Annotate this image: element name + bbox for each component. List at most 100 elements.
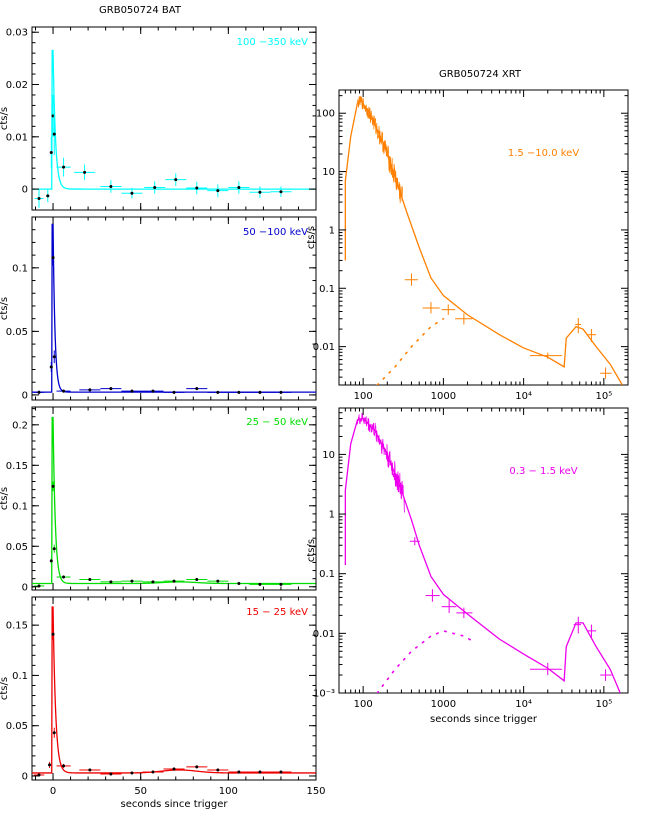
panel-5: 10⁻³ 0.01 0.1 1 10 100 1000 10⁴ 10⁵ cts/s seconds … (306, 407, 629, 725)
model-curve (344, 100, 623, 385)
y-tick-label: 0.15 (6, 621, 28, 632)
plot-area (32, 223, 316, 395)
data-point (216, 768, 220, 772)
data-point (37, 390, 41, 394)
y-axis-title: cts/s (0, 677, 10, 700)
model-curve (32, 49, 316, 190)
y-axis-title: cts/s (0, 487, 10, 510)
x-tick-label: 1000 (431, 391, 456, 402)
y-tick-label: 0.03 (6, 28, 28, 39)
dotted-component (376, 317, 445, 385)
model-curve (32, 223, 316, 393)
y-tick-label: 0.15 (6, 461, 28, 472)
data-point (172, 579, 176, 583)
data-point (195, 186, 199, 190)
y-tick-label: 0 (22, 390, 28, 401)
data-point (62, 764, 66, 768)
y-tick-label: 0.02 (6, 80, 28, 91)
data-point (88, 577, 92, 581)
wt-data-band (357, 412, 406, 513)
x-tick-label: 10⁴ (515, 391, 532, 402)
y-tick-label: 0 (22, 185, 28, 196)
panel-4: 0.01 0.1 1 10 100 100 1000 10⁴ 10⁵ cts/s 1.5 −10.0… (306, 89, 629, 402)
x-tick-label: 100 (354, 699, 373, 710)
data-point (237, 390, 241, 394)
data-point (258, 190, 262, 194)
y-tick-label: 0.01 (313, 342, 335, 353)
data-point (237, 770, 241, 774)
x-axis-title: seconds since trigger (121, 799, 229, 810)
plot-frame (31, 596, 317, 781)
data-point (151, 770, 155, 774)
x-tick-label: 1000 (431, 699, 456, 710)
band-label: 0.3 − 1.5 keV (509, 466, 577, 477)
data-point (49, 150, 53, 154)
x-tick-label: 100 (219, 786, 238, 797)
data-point (195, 387, 199, 391)
plot-area (32, 416, 316, 588)
data-point (279, 390, 283, 394)
xrt-title: GRB050724 XRT (439, 69, 522, 80)
data-point (109, 580, 113, 584)
data-point (279, 190, 283, 194)
band-label: 25 − 50 keV (246, 417, 308, 428)
y-tick-label: 0.1 (12, 671, 28, 682)
plot-area (32, 606, 316, 777)
data-point (51, 632, 55, 636)
x-tick-label: 0 (50, 786, 56, 797)
data-point (172, 767, 176, 771)
y-tick-label: 0.1 (12, 263, 28, 274)
plot-frame (31, 216, 317, 401)
dotted-component (376, 630, 477, 693)
data-point (62, 575, 66, 579)
data-point (174, 178, 178, 182)
plot-area (344, 95, 623, 385)
bat-title: GRB050724 BAT (99, 5, 182, 16)
data-point (258, 390, 262, 394)
data-point (216, 390, 220, 394)
y-tick-label: 0 (22, 582, 28, 593)
data-point (49, 365, 53, 369)
y-tick-label: 10⁻³ (313, 689, 335, 700)
data-point (279, 770, 283, 774)
data-point (52, 132, 56, 136)
data-point (109, 184, 113, 188)
panel-2: 0 0.05 0.1 0.15 0.2 cts/s 25 − 50 keV (0, 406, 317, 593)
data-point (51, 484, 55, 488)
plot-frame (338, 89, 629, 386)
plot-frame (31, 406, 317, 591)
y-axis-title: cts/s (306, 539, 317, 562)
x-axis-title: seconds since trigger (430, 714, 538, 725)
data-point (153, 186, 157, 190)
data-point (37, 196, 41, 200)
y-axis-title: cts/s (306, 226, 317, 249)
x-tick-label: 10⁴ (515, 699, 532, 710)
model-curve (344, 417, 621, 693)
plot-area (32, 49, 316, 208)
plot-area (344, 412, 621, 693)
plot-frame (338, 407, 629, 694)
data-point (172, 390, 176, 394)
y-tick-label: 0.05 (6, 721, 28, 732)
y-axis-title: cts/s (0, 297, 10, 320)
y-tick-label: 1 (329, 510, 335, 521)
data-point (195, 765, 199, 769)
data-point (109, 387, 113, 391)
data-point (258, 582, 262, 586)
data-point (151, 389, 155, 393)
data-point (48, 763, 52, 767)
data-point (109, 772, 113, 776)
y-tick-label: 0.05 (6, 542, 28, 553)
data-point (216, 579, 220, 583)
y-tick-label: 0.1 (12, 501, 28, 512)
data-point (130, 191, 134, 195)
data-point (88, 768, 92, 772)
data-point (83, 170, 87, 174)
plot-frame (31, 26, 317, 211)
model-curve (32, 606, 316, 774)
wt-data-band (357, 95, 403, 204)
y-tick-label: 0.2 (12, 420, 28, 431)
x-tick-label: 100 (354, 391, 373, 402)
